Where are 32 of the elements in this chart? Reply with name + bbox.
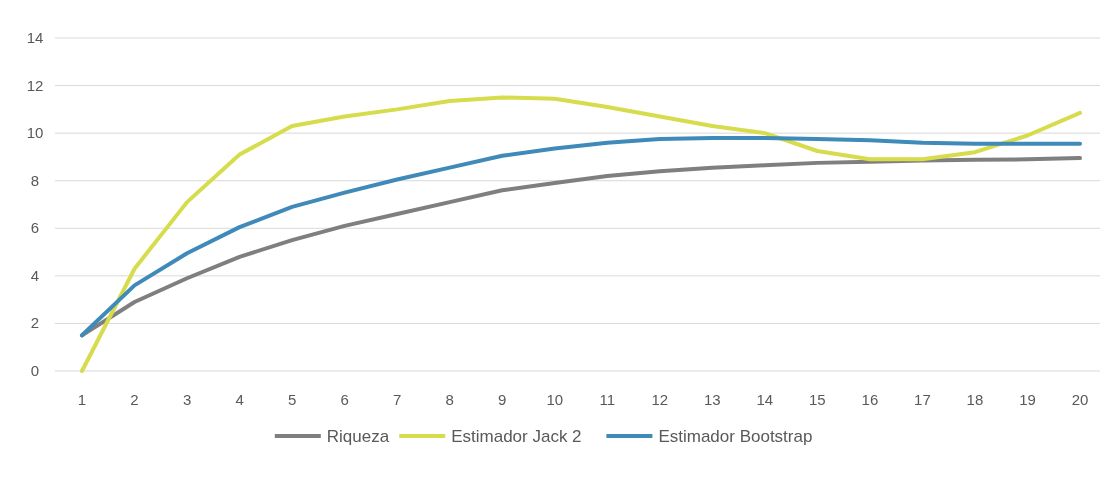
x-tick-label: 12: [651, 391, 669, 408]
y-tick-label: 0: [30, 362, 40, 379]
y-tick-label: 10: [26, 124, 44, 142]
x-tick-label: 5: [287, 391, 297, 408]
x-tick-label: 8: [445, 391, 454, 408]
x-tick-label: 16: [861, 391, 879, 408]
y-tick-label: 4: [30, 266, 40, 284]
x-tick-label: 2: [130, 391, 139, 408]
y-tick-label: 14: [26, 29, 44, 46]
x-tick-label: 17: [914, 391, 931, 408]
x-tick-label: 10: [546, 391, 564, 408]
legend-label: Riqueza: [326, 427, 390, 446]
x-tick-label: 4: [235, 391, 244, 408]
x-tick-label: 13: [703, 391, 721, 408]
x-tick-label: 11: [599, 391, 616, 408]
x-tick-label: 6: [340, 391, 349, 408]
x-tick-label: 3: [182, 391, 192, 408]
y-tick-label: 12: [26, 76, 44, 94]
x-tick-label: 18: [966, 391, 984, 408]
x-tick-label: 15: [809, 391, 826, 408]
y-tick-label: 2: [30, 314, 40, 332]
x-tick-label: 1: [77, 391, 87, 408]
x-tick-label: 14: [756, 391, 774, 408]
line-series: [80, 95, 1082, 373]
x-tick-label: 9: [498, 391, 507, 408]
x-tick-label: 20: [1071, 391, 1089, 408]
y-tick-label: 6: [30, 219, 40, 237]
x-tick-label: 19: [1019, 391, 1036, 408]
legend-label: Estimador Bootstrap: [658, 427, 813, 446]
y-tick-label: 8: [30, 171, 40, 189]
legend-label: Estimador Jack 2: [451, 427, 582, 446]
x-tick-label: 7: [392, 391, 402, 408]
